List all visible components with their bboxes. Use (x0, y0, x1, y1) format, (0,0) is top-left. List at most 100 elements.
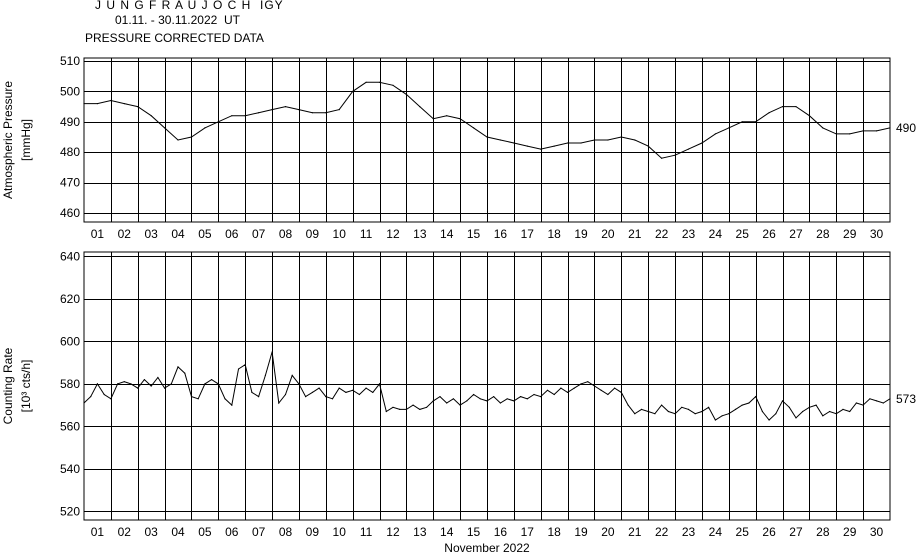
x-tick-label: 23 (682, 525, 696, 539)
data-point (620, 136, 622, 138)
data-point (318, 387, 320, 389)
data-point (291, 374, 293, 376)
data-point (338, 387, 340, 389)
x-tick-label: 30 (870, 227, 884, 241)
data-point (869, 398, 871, 400)
data-point (96, 383, 98, 385)
data-point (741, 121, 743, 123)
x-tick-label: 05 (198, 525, 212, 539)
data-point (533, 393, 535, 396)
data-point (466, 400, 468, 402)
data-point (822, 127, 824, 129)
x-tick-label: 27 (789, 525, 803, 539)
data-point (640, 408, 643, 410)
data-point (788, 406, 790, 408)
x-tick-label: 18 (547, 227, 561, 241)
x-tick-label: 19 (574, 525, 588, 539)
data-point (311, 391, 313, 393)
y-axis-unit: [mmHg] (19, 119, 33, 161)
data-point (889, 398, 891, 400)
data-point (553, 145, 555, 147)
data-point (298, 383, 300, 385)
data-point (190, 396, 193, 398)
data-point (822, 415, 824, 417)
data-point (325, 396, 327, 398)
data-point (728, 127, 730, 129)
x-tick-label: 13 (413, 227, 427, 241)
data-point (305, 396, 307, 398)
data-point (204, 383, 206, 385)
x-tick-label: 03 (144, 525, 158, 539)
x-tick-label: 04 (171, 227, 185, 241)
data-point (661, 157, 663, 159)
data-point (459, 118, 461, 120)
data-point (701, 142, 703, 144)
data-point (687, 148, 690, 150)
data-point (244, 364, 246, 366)
x-tick-label: 16 (494, 227, 508, 241)
data-point (647, 410, 649, 413)
data-point (264, 374, 266, 376)
data-point (540, 396, 542, 398)
x-tick-label: 17 (521, 525, 535, 539)
data-point (526, 398, 528, 400)
data-point (251, 391, 253, 393)
data-point (204, 127, 206, 129)
x-tick-label: 07 (252, 227, 266, 241)
data-point (768, 112, 770, 114)
data-point (486, 400, 488, 402)
data-point (150, 385, 152, 387)
x-tick-label: 11 (360, 525, 373, 539)
data-point (614, 387, 616, 389)
data-point (405, 408, 407, 410)
x-tick-label: 17 (521, 227, 535, 241)
data-point (775, 413, 777, 415)
x-tick-label: 12 (386, 525, 400, 539)
x-tick-label: 05 (198, 227, 212, 241)
data-point (103, 393, 105, 396)
x-tick-label: 19 (574, 227, 588, 241)
data-point (849, 133, 851, 135)
data-point (755, 121, 757, 123)
data-point (634, 413, 636, 415)
x-tick-label: 08 (279, 227, 293, 241)
x-tick-label: 24 (709, 227, 723, 241)
data-point (768, 419, 770, 421)
x-tick-label: 09 (306, 227, 320, 241)
data-point (123, 381, 125, 383)
data-point (634, 139, 636, 141)
data-point (607, 393, 609, 396)
data-point (143, 379, 145, 381)
pressure-panel: 460 470 480 490 500 510 01 02 03 04 05 06 07 08 09 10 11… (1, 54, 916, 241)
data-point (325, 112, 327, 114)
data-point (808, 406, 811, 408)
data-point (506, 398, 508, 400)
data-point (83, 103, 85, 105)
data-point (96, 103, 98, 105)
x-tick-label: 14 (440, 525, 454, 539)
x-tick-label: 20 (601, 227, 615, 241)
data-point (499, 402, 501, 404)
data-point (876, 130, 878, 132)
data-point (620, 391, 622, 393)
data-point (835, 413, 837, 415)
x-tick-label: 08 (279, 525, 293, 539)
data-point (667, 410, 670, 413)
data-point (392, 406, 394, 408)
data-point (150, 115, 152, 117)
data-point (365, 387, 367, 389)
x-tick-label: 26 (762, 227, 776, 241)
x-tick-label: 02 (118, 525, 132, 539)
y-tick-label: 540 (60, 462, 80, 476)
data-point (580, 142, 582, 144)
data-point (795, 106, 797, 108)
station-title: J U N G F R A U J O C H IGY (95, 0, 284, 12)
x-tick-label: 13 (413, 525, 427, 539)
data-point (177, 366, 179, 368)
x-tick-label: 16 (494, 525, 508, 539)
data-point (338, 109, 340, 111)
data-point (795, 417, 797, 419)
data-point (244, 115, 246, 117)
data-point (164, 127, 166, 129)
